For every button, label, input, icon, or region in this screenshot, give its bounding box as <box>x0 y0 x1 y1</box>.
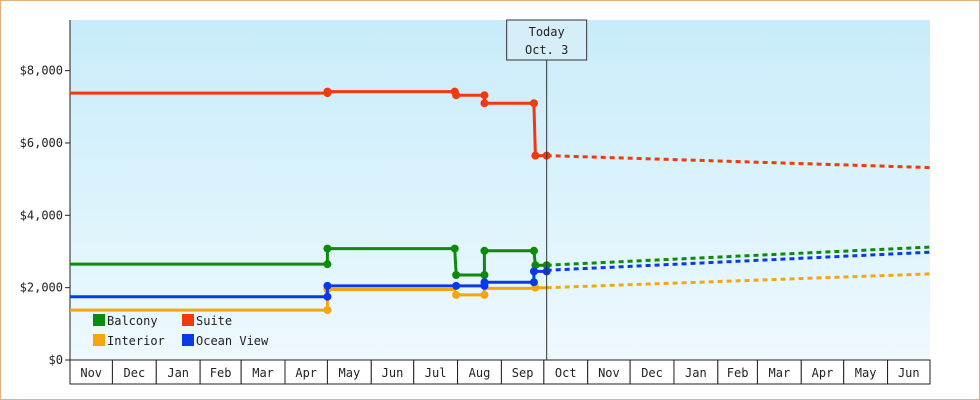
x-tick-label: Oct <box>555 366 577 380</box>
x-month-cell <box>717 359 758 385</box>
forecast-line-balcony <box>546 245 931 267</box>
data-point-balcony <box>529 246 538 255</box>
series-suite <box>70 87 931 170</box>
legend-label-ocean-view: Ocean View <box>196 334 269 348</box>
x-month-cell <box>756 359 802 385</box>
series-ocean-view <box>70 250 931 301</box>
x-tick-label: Feb <box>727 366 749 380</box>
forecast-line-suite <box>546 154 931 170</box>
x-tick-label: Nov <box>598 366 620 380</box>
legend: Balcony Suite Interior Ocean View <box>93 314 269 348</box>
today-label: Today <box>529 25 565 39</box>
x-month-cell <box>111 359 157 385</box>
today-date-label: Oct. 3 <box>525 43 568 57</box>
data-point-suite <box>531 151 540 160</box>
y-tick-label: $0 <box>49 353 63 367</box>
x-month-cell <box>284 359 328 385</box>
series-line-balcony <box>70 247 547 277</box>
data-point-suite <box>452 91 461 100</box>
y-tick-label: $2,000 <box>20 281 63 295</box>
legend-label-interior: Interior <box>107 334 165 348</box>
data-point-suite <box>323 87 332 96</box>
legend-label-balcony: Balcony <box>107 314 158 328</box>
y-tick-label: $8,000 <box>20 64 63 78</box>
x-month-cell <box>199 359 242 385</box>
x-tick-label: Nov <box>80 366 102 380</box>
data-point-ocean-view <box>529 278 538 287</box>
data-point-balcony <box>323 260 332 269</box>
legend-swatch-balcony <box>93 314 105 326</box>
legend-label-suite: Suite <box>196 314 232 328</box>
data-point-balcony <box>450 244 459 253</box>
forecast-line-interior <box>546 272 931 290</box>
data-point-suite <box>480 91 489 100</box>
data-point-balcony <box>531 261 540 270</box>
x-tick-label: Mar <box>769 366 791 380</box>
legend-swatch-suite <box>182 314 194 326</box>
x-month-cell <box>800 359 845 385</box>
data-point-ocean-view <box>529 267 538 276</box>
legend-swatch-ocean-view <box>182 334 194 346</box>
x-tick-label: Dec <box>641 366 663 380</box>
x-tick-label: Jul <box>425 366 447 380</box>
x-tick-label: Dec <box>124 366 146 380</box>
data-point-balcony <box>480 271 489 279</box>
x-month-cell <box>629 359 675 385</box>
data-point-ocean-view <box>452 281 461 290</box>
x-tick-label: Apr <box>295 366 317 380</box>
data-point-interior <box>323 306 332 315</box>
today-callout <box>506 19 588 61</box>
x-tick-label: Sep <box>512 366 534 380</box>
x-tick-label: Mar <box>252 366 274 380</box>
x-tick-label: Jan <box>167 366 189 380</box>
data-point-interior <box>452 290 461 299</box>
x-tick-label: May <box>855 366 877 380</box>
x-tick-label: May <box>339 366 361 380</box>
x-tick-label: Jan <box>685 366 707 380</box>
data-point-interior <box>480 290 489 299</box>
x-month-cell <box>155 359 201 385</box>
legend-swatch-interior <box>93 334 105 346</box>
data-point-balcony <box>480 246 489 255</box>
x-month-cell <box>457 359 502 385</box>
x-month-cell <box>326 359 372 385</box>
x-tick-label: Jun <box>898 366 920 380</box>
forecast-line-ocean-view <box>546 250 931 272</box>
series-interior <box>70 272 931 315</box>
data-point-ocean-view <box>323 281 332 290</box>
x-tick-label: Aug <box>469 366 491 380</box>
data-point-balcony <box>452 271 461 279</box>
x-month-cell <box>887 359 931 385</box>
series-balcony <box>70 244 931 279</box>
x-tick-label: Jun <box>382 366 404 380</box>
x-month-cell <box>673 359 719 385</box>
x-month-cell <box>69 359 113 385</box>
plot-background <box>70 20 930 360</box>
x-tick-label: Feb <box>210 366 232 380</box>
series-line-ocean-view <box>70 269 547 299</box>
x-month-cell <box>587 359 631 385</box>
y-tick-label: $6,000 <box>20 136 63 150</box>
y-tick-label: $4,000 <box>20 208 63 222</box>
x-month-cell <box>240 359 286 385</box>
data-point-suite <box>480 99 489 108</box>
x-month-cell <box>370 359 415 385</box>
x-month-cell <box>843 359 889 385</box>
data-point-balcony <box>323 244 332 253</box>
x-month-cell <box>413 359 459 385</box>
data-point-ocean-view <box>480 278 489 287</box>
x-tick-label: Apr <box>812 366 834 380</box>
data-point-ocean-view <box>323 292 332 301</box>
data-point-suite <box>529 99 538 108</box>
